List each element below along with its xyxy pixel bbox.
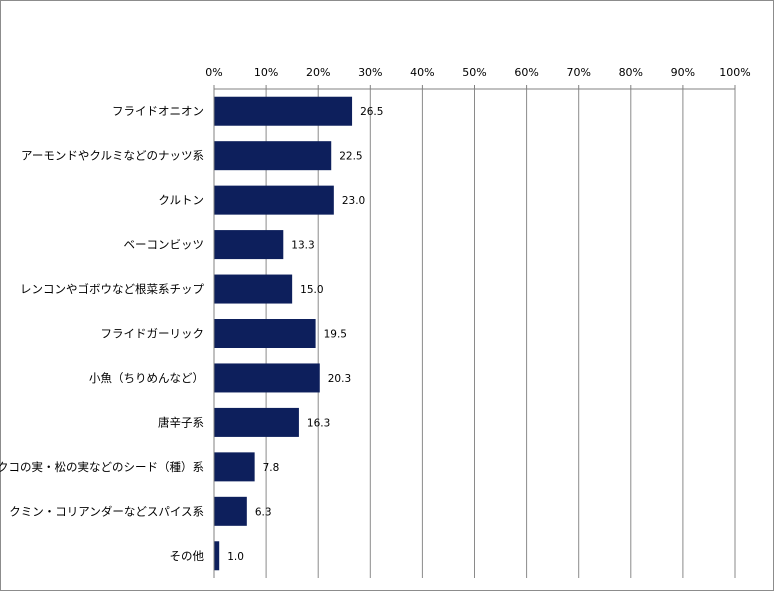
bar bbox=[214, 407, 299, 437]
data-labels: 26.5 22.5 23.0 13.3 15.0 19.5 20.3 16.3 7.8 6.3 1.… bbox=[227, 106, 383, 563]
data-label: 22.5 bbox=[339, 151, 362, 163]
category-label: クコの実・松の実などのシード（種）系 bbox=[0, 460, 204, 474]
category-label: レンコンやゴボウなど根菜系チップ bbox=[20, 282, 204, 296]
bar bbox=[214, 230, 284, 260]
category-label: クルトン bbox=[158, 193, 204, 207]
data-label: 13.3 bbox=[291, 240, 314, 252]
category-label: フライドオニオン bbox=[112, 104, 204, 118]
x-tick-label: 30% bbox=[358, 66, 382, 79]
data-label: 23.0 bbox=[342, 195, 365, 207]
category-label: アーモンドやクルミなどのナッツ系 bbox=[21, 149, 204, 163]
data-label: 26.5 bbox=[360, 106, 383, 118]
data-label: 7.8 bbox=[263, 462, 280, 474]
bar bbox=[214, 363, 320, 393]
bar bbox=[214, 185, 334, 215]
bar bbox=[214, 141, 332, 171]
bar bbox=[214, 452, 255, 482]
x-tick-label: 20% bbox=[306, 66, 330, 79]
x-tick-label: 100% bbox=[719, 66, 750, 79]
category-label: その他 bbox=[170, 549, 205, 563]
x-tick-label: 90% bbox=[671, 66, 695, 79]
bar bbox=[214, 274, 293, 304]
bar bbox=[214, 541, 220, 571]
bar bbox=[214, 319, 316, 348]
category-label: 小魚（ちりめんなど） bbox=[89, 371, 204, 385]
data-label: 16.3 bbox=[307, 417, 330, 429]
x-tick-label: 10% bbox=[254, 66, 278, 79]
category-labels: フライドオニオンアーモンドやクルミなどのナッツ系クルトンベーコンビッツレンコンや… bbox=[0, 104, 204, 563]
x-tick-label: 40% bbox=[410, 66, 434, 79]
x-axis-ticks: 0% 10% 20% 30% 40% 50% 60% 70% 80% 90% 100% bbox=[205, 66, 751, 90]
bar bbox=[214, 96, 353, 126]
bar bbox=[214, 496, 247, 526]
x-tick-label: 70% bbox=[566, 66, 590, 79]
bars bbox=[214, 96, 353, 571]
x-tick-label: 0% bbox=[205, 66, 222, 79]
x-tick-label: 60% bbox=[514, 66, 538, 79]
category-label: フライドガーリック bbox=[101, 327, 205, 341]
data-label: 20.3 bbox=[328, 373, 351, 385]
data-label: 19.5 bbox=[324, 329, 347, 341]
data-label: 6.3 bbox=[255, 506, 272, 518]
x-tick-label: 50% bbox=[462, 66, 486, 79]
x-tick-label: 80% bbox=[619, 66, 643, 79]
category-label: クミン・コリアンダーなどスパイス系 bbox=[9, 504, 204, 518]
data-label: 15.0 bbox=[300, 284, 323, 296]
category-label: ベーコンビッツ bbox=[124, 238, 205, 252]
category-label: 唐辛子系 bbox=[158, 415, 204, 429]
data-label: 1.0 bbox=[227, 551, 244, 563]
